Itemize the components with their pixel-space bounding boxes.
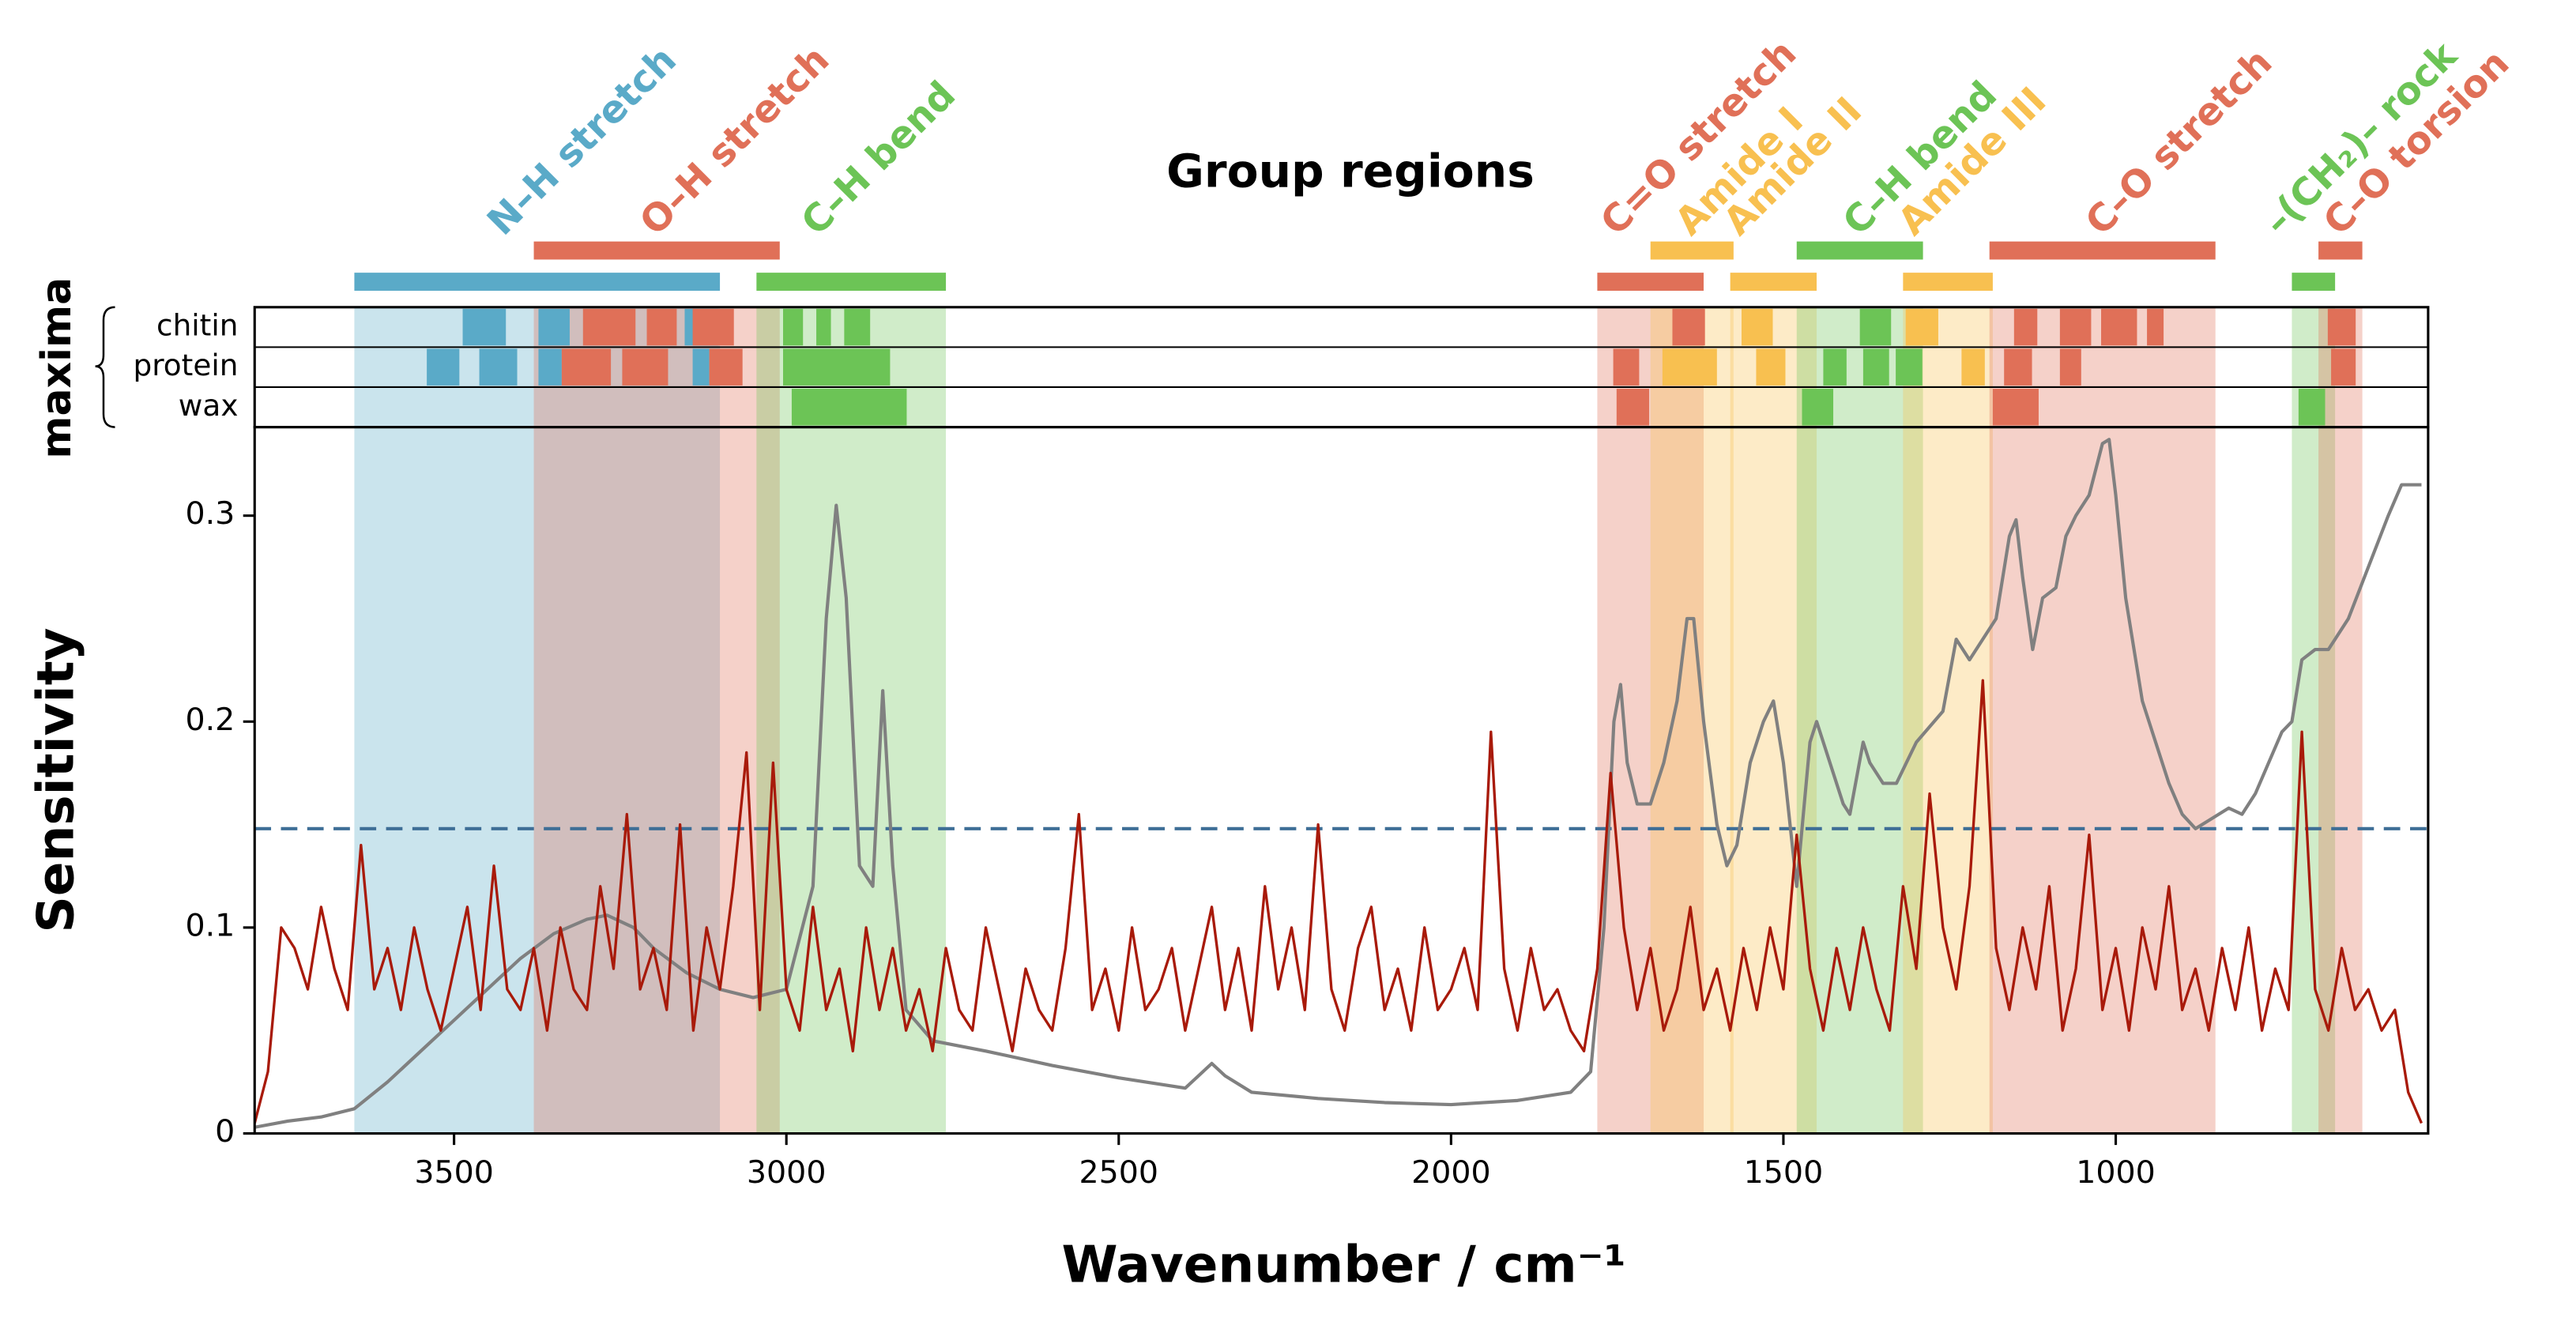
region-band [1796,307,1923,1134]
maxima-block [2059,348,2081,386]
maxima-block [1616,389,1650,426]
row-label: chitin [156,308,238,343]
maxima-block [782,348,891,386]
maxima-block [1741,308,1773,346]
x-tick-label: 1500 [1744,1154,1824,1191]
maxima-block [782,308,804,346]
region-band [1730,307,1817,1134]
region-band [1903,307,1993,1134]
maxima-block [2101,308,2137,346]
row-label: wax [179,388,239,423]
region-label: C–H bend [793,73,964,244]
y-axis-title: Sensitivity [26,627,85,932]
maxima-block [844,308,871,346]
maxima-block [1672,308,1705,346]
maxima-block [582,308,636,346]
region-bar [1903,273,1993,292]
maxima-block [692,308,734,346]
maxima-block [1613,348,1640,386]
region-bar [1989,241,2216,260]
series-line [254,679,2423,1124]
x-tick-label: 2500 [1079,1154,1159,1191]
maxima-block [538,348,562,386]
region-bar [756,273,947,292]
maxima-block [538,308,570,346]
region-label: C–O stretch [2077,41,2280,244]
maxima-block [1862,348,1889,386]
maxima-title: maxima [33,277,81,459]
maxima-block [692,348,710,386]
region-bar [1730,273,1817,292]
y-tick-label: 0.3 [185,495,235,532]
region-bar [2292,273,2336,292]
series-line [254,438,2422,1129]
maxima-block [1823,348,1847,386]
x-axis-title: Wavenumber / cm⁻¹ [1061,1236,1625,1295]
maxima-block [709,348,743,386]
maxima-block [622,348,668,386]
maxima-block [2298,389,2326,426]
maxima-block [2004,348,2032,386]
maxima-block [2059,308,2092,346]
maxima-block [2147,308,2164,346]
region-bar [2318,241,2363,260]
maxima-block [479,348,518,386]
y-tick-label: 0 [215,1113,235,1150]
chart-title: Group regions [1166,144,1535,198]
maxima-block [1896,348,1923,386]
maxima-block [1662,348,1717,386]
x-tick-label: 2000 [1411,1154,1491,1191]
y-tick-label: 0.2 [185,702,235,738]
brace [95,306,115,428]
row-label: protein [133,348,238,382]
y-tick-label: 0.1 [185,907,235,943]
region-bar [354,273,721,292]
region-bar [1650,241,1734,260]
region-band [2318,307,2363,1134]
maxima-block [1992,389,2039,426]
region-bar [533,241,780,260]
maxima-block [1961,348,1985,386]
region-band [2292,307,2336,1134]
region-bar [1597,273,1704,292]
maxima-block [791,389,907,426]
x-tick-label: 1000 [2076,1154,2156,1191]
maxima-block [2327,308,2356,346]
maxima-block [816,308,831,346]
maxima-block [1859,308,1892,346]
maxima-block [561,348,612,386]
region-bar [1796,241,1923,260]
plot-frame [253,426,2430,1135]
maxima-block [1756,348,1786,386]
region-band [354,307,721,1134]
maxima-block [2331,348,2356,386]
region-band [533,307,780,1134]
maxima-block [1905,308,1938,346]
x-tick-label: 3000 [747,1154,827,1191]
x-tick-label: 3500 [414,1154,494,1191]
maxima-block [462,308,507,346]
maxima-block [427,348,460,386]
maxima-block [646,308,677,346]
maxima-block [2013,308,2038,346]
maxima-block [1802,389,1834,426]
region-band [1650,307,1734,1134]
